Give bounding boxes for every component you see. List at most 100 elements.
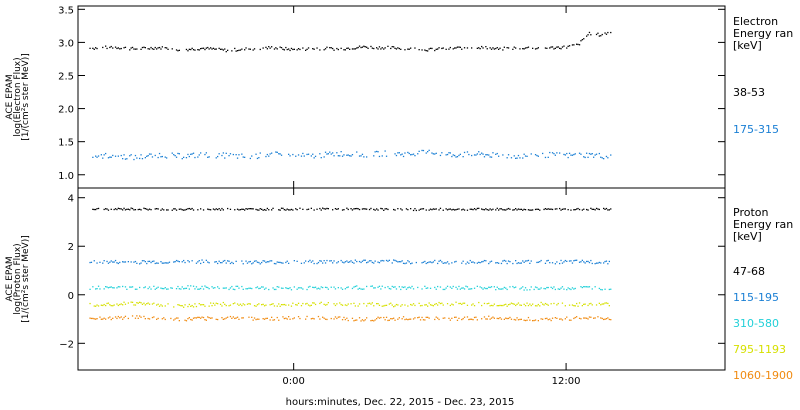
data-point bbox=[471, 318, 473, 320]
data-point bbox=[476, 207, 478, 210]
data-point bbox=[266, 317, 268, 319]
data-point bbox=[595, 153, 598, 155]
data-point bbox=[391, 304, 393, 306]
data-point bbox=[414, 304, 416, 307]
data-point bbox=[357, 208, 359, 210]
data-point bbox=[363, 259, 365, 261]
data-point bbox=[143, 287, 145, 289]
data-point bbox=[561, 262, 564, 264]
data-point bbox=[139, 315, 141, 317]
series-175-315 bbox=[92, 149, 612, 161]
data-point bbox=[404, 49, 406, 51]
data-point bbox=[583, 38, 585, 40]
data-point bbox=[471, 261, 473, 263]
data-point bbox=[140, 48, 142, 50]
data-point bbox=[402, 316, 405, 318]
data-point bbox=[320, 209, 322, 211]
data-point bbox=[330, 286, 332, 288]
data-point bbox=[278, 286, 280, 288]
data-point bbox=[458, 208, 460, 210]
data-point bbox=[435, 208, 437, 210]
data-point bbox=[604, 208, 606, 210]
data-point bbox=[371, 302, 373, 304]
data-point bbox=[394, 153, 396, 155]
data-point bbox=[194, 288, 196, 290]
data-point bbox=[557, 46, 559, 48]
data-point bbox=[604, 32, 606, 34]
data-point bbox=[97, 305, 100, 307]
data-point bbox=[215, 318, 217, 320]
data-point bbox=[178, 304, 180, 306]
data-point bbox=[306, 315, 308, 318]
data-point bbox=[378, 304, 381, 306]
data-point bbox=[340, 47, 342, 49]
data-point bbox=[549, 47, 551, 49]
data-point bbox=[593, 208, 595, 210]
data-point bbox=[519, 304, 521, 306]
data-point bbox=[95, 305, 97, 307]
data-point bbox=[445, 262, 447, 264]
data-point bbox=[498, 317, 500, 320]
data-point bbox=[500, 262, 503, 265]
data-point bbox=[202, 304, 205, 306]
data-point bbox=[105, 208, 107, 210]
data-point bbox=[241, 304, 243, 307]
data-point bbox=[442, 317, 444, 319]
data-point bbox=[452, 304, 454, 306]
data-point bbox=[499, 317, 501, 319]
data-point bbox=[411, 304, 413, 306]
data-point bbox=[232, 316, 234, 318]
data-point bbox=[276, 286, 278, 288]
data-point bbox=[344, 261, 346, 263]
data-point bbox=[446, 303, 449, 305]
data-point bbox=[255, 287, 257, 289]
data-point bbox=[160, 156, 162, 158]
data-point bbox=[515, 47, 517, 49]
data-point bbox=[117, 155, 119, 157]
data-point bbox=[437, 48, 439, 50]
data-point bbox=[586, 35, 588, 37]
data-point bbox=[114, 316, 117, 318]
data-point bbox=[129, 286, 131, 288]
data-point bbox=[472, 319, 474, 321]
data-point bbox=[496, 152, 498, 155]
data-point bbox=[492, 47, 494, 49]
data-point bbox=[526, 289, 528, 291]
data-point bbox=[495, 153, 497, 155]
data-point bbox=[507, 207, 510, 210]
data-point bbox=[214, 48, 216, 50]
data-point bbox=[588, 261, 591, 264]
data-point bbox=[371, 47, 373, 49]
data-point bbox=[398, 152, 400, 154]
data-point bbox=[537, 320, 539, 322]
data-point bbox=[520, 287, 522, 289]
data-point bbox=[102, 262, 104, 264]
data-point bbox=[556, 46, 558, 48]
data-point bbox=[412, 318, 415, 320]
data-point bbox=[279, 305, 281, 307]
data-point bbox=[441, 47, 443, 50]
data-point bbox=[524, 319, 527, 322]
legend-item: 1060-1900 bbox=[733, 369, 793, 382]
data-point bbox=[188, 288, 190, 290]
data-point bbox=[427, 50, 429, 52]
data-point bbox=[597, 262, 599, 264]
data-point bbox=[363, 320, 365, 322]
data-point bbox=[157, 262, 159, 264]
data-point bbox=[381, 305, 383, 307]
data-point bbox=[302, 302, 304, 305]
data-point bbox=[471, 154, 473, 157]
data-point bbox=[388, 319, 390, 321]
data-point bbox=[561, 286, 564, 288]
data-point bbox=[468, 153, 470, 156]
data-point bbox=[553, 302, 555, 305]
data-point bbox=[410, 154, 412, 156]
data-point bbox=[594, 209, 596, 211]
data-point bbox=[197, 156, 199, 158]
data-point bbox=[262, 209, 264, 211]
data-point bbox=[171, 48, 173, 50]
data-point bbox=[252, 208, 254, 210]
data-point bbox=[89, 261, 91, 264]
data-point bbox=[466, 304, 469, 306]
data-point bbox=[502, 49, 504, 51]
